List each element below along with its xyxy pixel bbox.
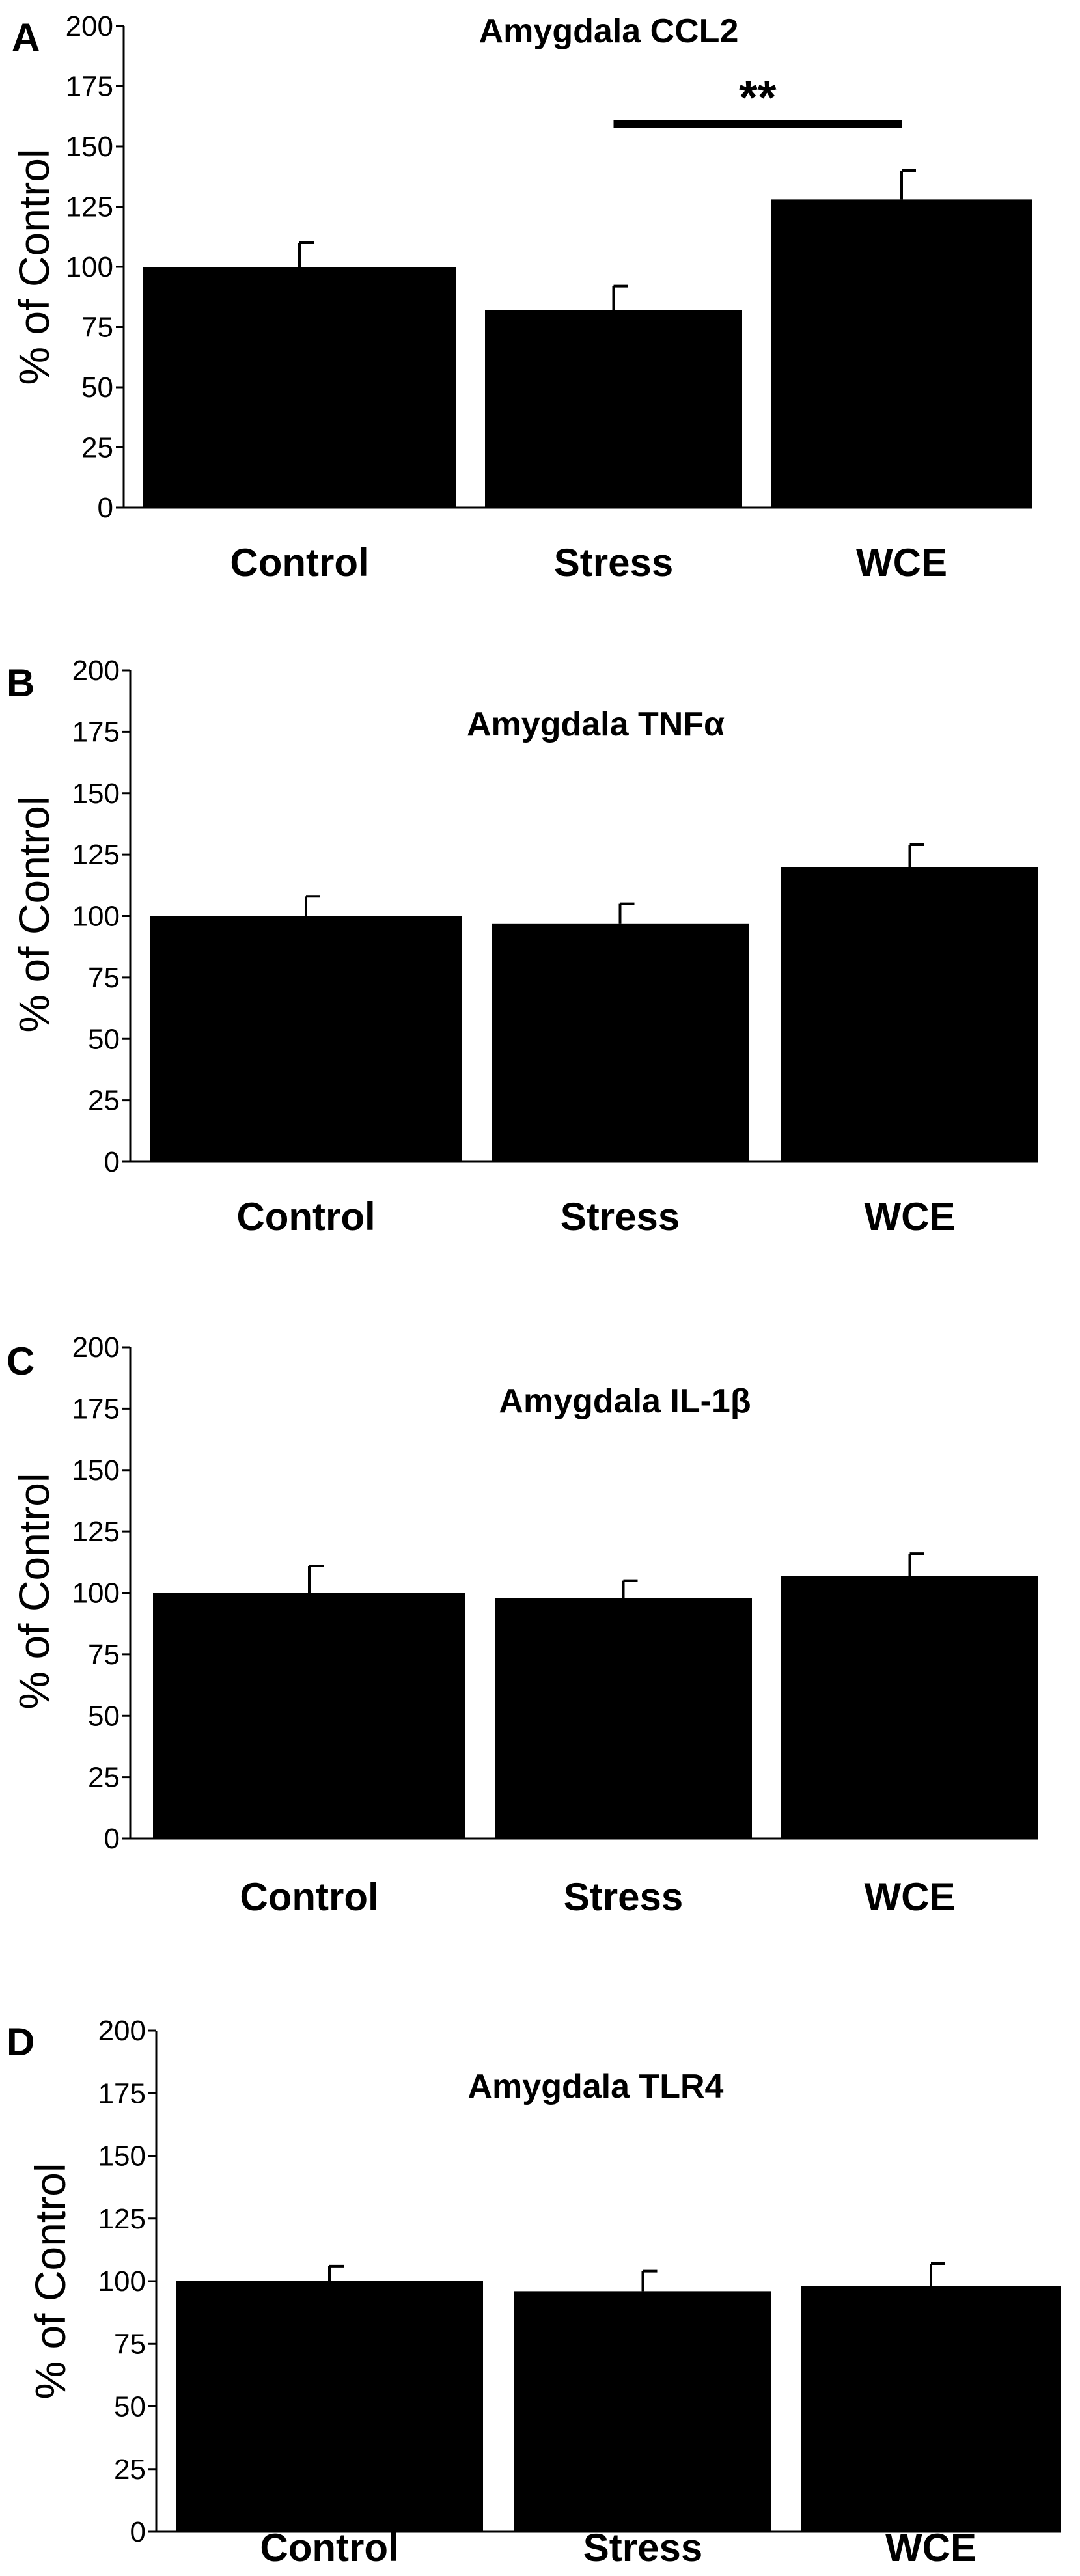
bar-stress — [495, 1598, 752, 1839]
category-label-stress: Stress — [564, 1875, 683, 1919]
category-label-stress: Stress — [583, 2526, 702, 2569]
y-tick-label: 125 — [98, 2203, 146, 2235]
bar-control — [153, 1593, 465, 1839]
panel-letter: C — [7, 1339, 35, 1383]
y-tick-label: 75 — [114, 2328, 146, 2360]
chart-panel-d: D Amygdala TLR4 0 25 50 75 100 125 150 175 200 % of… — [7, 2015, 1061, 2569]
bar-control — [176, 2281, 483, 2532]
y-tick-label: 50 — [88, 1700, 120, 1732]
bar-wce — [771, 199, 1032, 508]
y-tick-label: 50 — [88, 1023, 120, 1055]
significance-bar — [613, 120, 902, 128]
bar-wce — [781, 1576, 1038, 1839]
category-label-wce: WCE — [856, 541, 947, 584]
y-tick-label: 150 — [66, 131, 113, 163]
y-tick-label: 25 — [81, 432, 113, 464]
y-tick-label: 175 — [72, 1393, 120, 1425]
y-tick-label: 200 — [66, 10, 113, 42]
panel-letter: A — [12, 16, 40, 59]
y-tick-label: 100 — [98, 2266, 146, 2297]
y-tick-label: 100 — [72, 901, 120, 933]
y-axis-label: % of Control — [10, 1473, 58, 1709]
bar-stress — [492, 923, 749, 1162]
category-label-wce: WCE — [885, 2526, 976, 2569]
chart-title: Amygdala CCL2 — [479, 12, 739, 50]
bar-control — [143, 267, 456, 508]
y-tick-label: 175 — [72, 716, 120, 748]
panel-letter: D — [7, 2020, 35, 2064]
y-tick-label: 100 — [66, 251, 113, 283]
chart-panel-a: A Amygdala CCL2 0 25 50 75 100 125 150 175 200 % of… — [10, 10, 1032, 584]
panel-letter: B — [7, 661, 35, 705]
y-tick-label: 125 — [72, 839, 120, 871]
category-label-control: Control — [240, 1875, 378, 1919]
y-tick-label: 200 — [72, 655, 120, 687]
y-tick-label: 25 — [114, 2454, 146, 2486]
category-label-control: Control — [260, 2526, 398, 2569]
y-tick-label: 0 — [130, 2516, 146, 2548]
y-axis-label: % of Control — [10, 148, 58, 385]
y-tick-label: 125 — [66, 191, 113, 223]
y-tick-label: 50 — [81, 372, 113, 404]
category-label-stress: Stress — [554, 541, 673, 584]
y-tick-label: 200 — [98, 2015, 146, 2047]
y-tick-label: 150 — [72, 778, 120, 810]
y-axis-label: % of Control — [26, 2163, 74, 2399]
chart-title: Amygdala IL-1β — [499, 1382, 751, 1420]
y-tick-label: 75 — [88, 1639, 120, 1671]
bar-wce — [801, 2286, 1061, 2532]
y-tick-label: 0 — [104, 1146, 120, 1178]
chart-title: Amygdala TNFα — [467, 706, 725, 743]
y-tick-label: 75 — [81, 312, 113, 344]
y-axis-label: % of Control — [10, 796, 58, 1032]
y-tick-label: 0 — [98, 492, 113, 524]
y-tick-label: 125 — [72, 1516, 120, 1548]
significance-label: ** — [739, 70, 777, 124]
y-tick-label: 0 — [104, 1823, 120, 1855]
y-tick-label: 150 — [72, 1455, 120, 1487]
chart-panel-c: C Amygdala IL-1β 0 25 50 75 100 125 150 175 200 % o… — [7, 1332, 1038, 1919]
y-tick-label: 175 — [66, 71, 113, 103]
y-tick-label: 175 — [98, 2077, 146, 2109]
bar-stress — [514, 2291, 771, 2532]
category-label-control: Control — [236, 1195, 375, 1239]
y-tick-label: 100 — [72, 1578, 120, 1610]
y-tick-label: 50 — [114, 2391, 146, 2423]
chart-panel-b: B Amygdala TNFα 0 25 50 75 100 125 150 175 200 % of… — [7, 655, 1038, 1239]
bar-wce — [781, 867, 1038, 1162]
bar-control — [150, 916, 462, 1162]
y-tick-label: 25 — [88, 1085, 120, 1117]
y-tick-label: 200 — [72, 1332, 120, 1363]
category-label-wce: WCE — [865, 1195, 956, 1239]
chart-title: Amygdala TLR4 — [468, 2068, 724, 2105]
y-tick-label: 25 — [88, 1762, 120, 1794]
bar-stress — [485, 310, 742, 508]
category-label-stress: Stress — [561, 1195, 680, 1239]
y-tick-label: 150 — [98, 2141, 146, 2172]
category-label-control: Control — [230, 541, 368, 584]
category-label-wce: WCE — [865, 1875, 956, 1919]
y-tick-label: 75 — [88, 962, 120, 994]
